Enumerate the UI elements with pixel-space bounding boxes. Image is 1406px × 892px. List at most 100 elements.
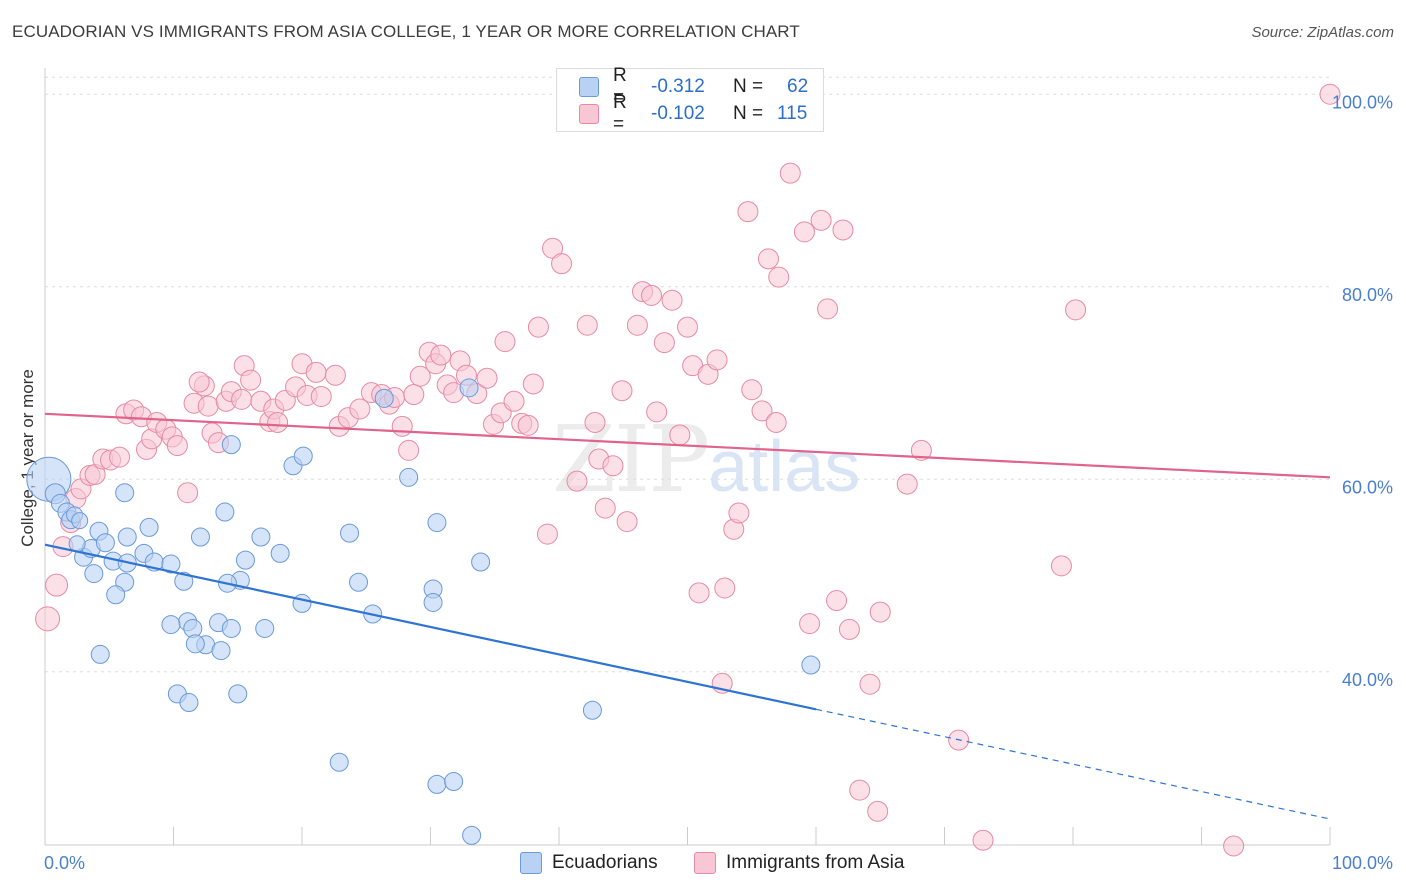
asia-point bbox=[859, 673, 881, 695]
trend-lines bbox=[44, 412, 1331, 820]
ecuadorian-point bbox=[190, 527, 210, 547]
asia-point bbox=[751, 400, 773, 422]
ecuadorian-trend-extension bbox=[815, 708, 1331, 820]
legend-row-ecuadorians: R = -0.312 N = 62 bbox=[579, 65, 808, 108]
asia-point bbox=[616, 511, 638, 533]
ecuadorian-point bbox=[329, 752, 349, 772]
bottom-legend-immigrants-from-asia: Immigrants from Asia bbox=[694, 852, 904, 874]
asia-point bbox=[594, 497, 616, 519]
asia-point bbox=[741, 379, 763, 401]
ecuadorian-point bbox=[349, 572, 369, 592]
ecuadorian-point bbox=[215, 502, 235, 522]
legend-r-value: -0.102 bbox=[651, 103, 705, 124]
watermark-atlas: atlas bbox=[708, 427, 861, 507]
ecuadorian-point bbox=[423, 592, 443, 612]
ecuadorian-point bbox=[399, 467, 419, 487]
asia-point bbox=[910, 439, 932, 461]
legend-n-label: N = bbox=[733, 103, 764, 124]
asia-point bbox=[231, 388, 253, 410]
ecuadorian-point bbox=[427, 513, 447, 533]
ecuadorian-point bbox=[211, 641, 231, 661]
asia-point bbox=[566, 470, 588, 492]
asia-point bbox=[602, 455, 624, 477]
asia-point bbox=[310, 385, 332, 407]
asia-point bbox=[826, 590, 848, 612]
ecuadorian-point bbox=[444, 771, 464, 791]
ecuadorian-point bbox=[185, 634, 205, 654]
ecuadorian-point bbox=[95, 533, 115, 553]
asia-point bbox=[817, 298, 839, 320]
ecuadorian-point bbox=[71, 512, 89, 530]
asia-point bbox=[728, 502, 750, 524]
asia-point bbox=[522, 373, 544, 395]
ecuadorian-point bbox=[427, 774, 447, 794]
asia-point bbox=[810, 209, 832, 231]
y-tick-label: 60.0% bbox=[1342, 477, 1393, 497]
asia-point bbox=[626, 314, 648, 336]
ecuadorian-point bbox=[255, 618, 275, 638]
ecuadorian-trend-line bbox=[44, 543, 817, 711]
ecuadorian-point bbox=[90, 644, 110, 664]
asia-point bbox=[305, 361, 327, 383]
ecuadorian-point bbox=[251, 527, 271, 547]
ecuadorian-point bbox=[221, 435, 241, 455]
ecuadorian-point bbox=[471, 552, 491, 572]
asia-point bbox=[1065, 299, 1087, 321]
asia-point bbox=[661, 289, 683, 311]
asia-point bbox=[832, 219, 854, 241]
asia-point bbox=[398, 439, 420, 461]
ecuadorian-point bbox=[161, 615, 181, 635]
asia-point bbox=[779, 162, 801, 184]
ecuadorian-point bbox=[801, 655, 821, 675]
asia-point bbox=[197, 395, 219, 417]
asia-point bbox=[972, 829, 994, 851]
bottom-legend-swatch-blue bbox=[520, 852, 542, 874]
asia-point bbox=[793, 221, 815, 243]
asia-point bbox=[641, 284, 663, 306]
asia-point bbox=[166, 435, 188, 457]
legend-swatch-pink bbox=[579, 104, 599, 124]
axes bbox=[44, 68, 1331, 846]
asia-point bbox=[869, 601, 891, 623]
asia-point bbox=[35, 606, 61, 632]
asia-point bbox=[494, 331, 516, 353]
asia-point bbox=[896, 473, 918, 495]
asia-trend-line bbox=[44, 412, 1331, 479]
asia-point bbox=[267, 411, 289, 433]
bottom-legend-ecuadorians: Ecuadorians bbox=[520, 852, 658, 874]
ecuadorian-point bbox=[459, 378, 479, 398]
asia-point bbox=[349, 398, 371, 420]
x-tick-label: 0.0% bbox=[44, 853, 85, 873]
legend-r-label: R = bbox=[613, 65, 627, 108]
bottom-legend-label-ecuadorians: Ecuadorians bbox=[552, 852, 658, 873]
asia-point bbox=[551, 253, 573, 275]
ecuadorian-point bbox=[139, 517, 159, 537]
asia-point bbox=[177, 482, 199, 504]
asia-point bbox=[403, 384, 425, 406]
asia-point bbox=[838, 618, 860, 640]
asia-point bbox=[867, 800, 889, 822]
asia-point bbox=[799, 613, 821, 635]
asia-point bbox=[1050, 555, 1072, 577]
ecuadorian-point bbox=[161, 554, 181, 574]
watermark-zip: ZIP bbox=[552, 406, 710, 513]
ecuadorian-point bbox=[179, 693, 199, 713]
legend-n-value: 115 bbox=[777, 103, 808, 124]
immigrants-from-asia-points bbox=[35, 83, 1341, 857]
legend-swatch-blue bbox=[579, 77, 599, 97]
legend-r-value: -0.312 bbox=[651, 76, 705, 97]
ecuadorian-point bbox=[270, 543, 290, 563]
ecuadorian-point bbox=[84, 564, 104, 584]
ecuadorian-point bbox=[582, 700, 602, 720]
legend-row-immigrants-from-asia: R = -0.102 N = 115 bbox=[579, 92, 808, 135]
asia-point bbox=[517, 414, 539, 436]
asia-point bbox=[527, 316, 549, 338]
asia-point bbox=[849, 779, 871, 801]
asia-point bbox=[576, 314, 598, 336]
y-tick-label: 100.0% bbox=[1332, 92, 1393, 112]
asia-point bbox=[188, 371, 210, 393]
asia-point bbox=[324, 364, 346, 386]
asia-point bbox=[714, 577, 736, 599]
asia-point bbox=[611, 380, 633, 402]
asia-point bbox=[1319, 83, 1341, 105]
